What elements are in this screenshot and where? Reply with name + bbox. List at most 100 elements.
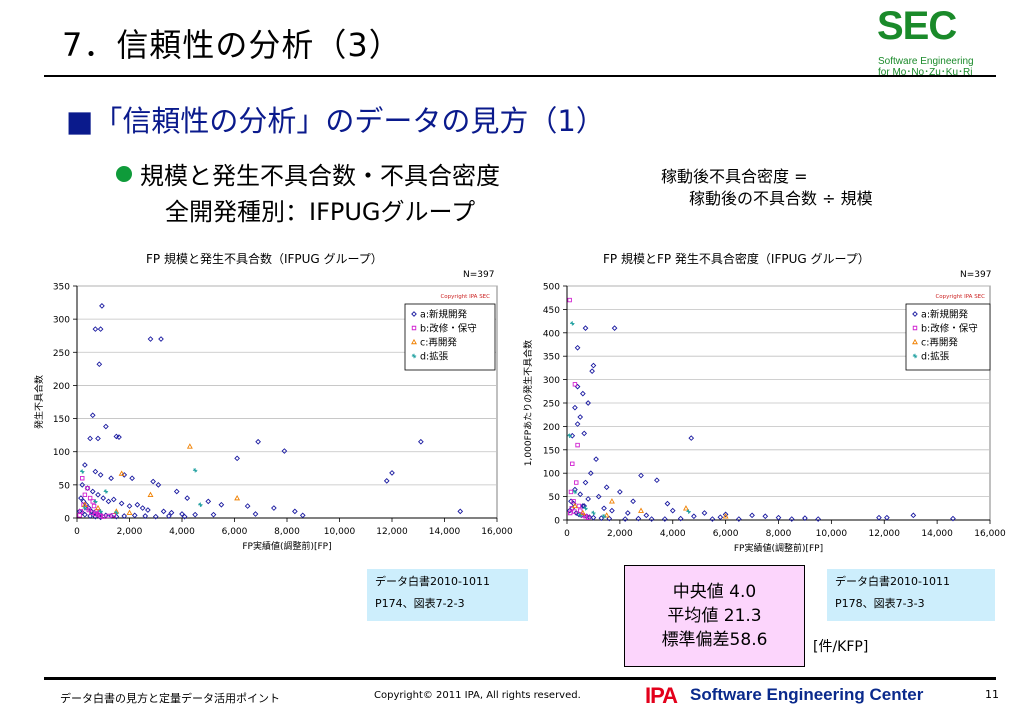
y-tick-label: 500 xyxy=(543,283,560,293)
x-tick-label: 2,000 xyxy=(607,529,633,539)
data-point xyxy=(205,498,212,505)
data-point xyxy=(78,495,84,501)
data-point xyxy=(576,503,582,509)
data-point xyxy=(583,506,588,511)
data-point xyxy=(158,336,164,342)
legend-label: c:再開発 xyxy=(921,337,958,349)
data-point xyxy=(210,511,217,518)
data-point xyxy=(587,470,594,477)
legend-label: d:拡張 xyxy=(420,351,449,363)
y-tick-label: 200 xyxy=(543,423,560,433)
data-point xyxy=(126,503,133,509)
data-point xyxy=(648,516,655,522)
data-point xyxy=(96,361,103,368)
data-point xyxy=(85,485,90,491)
legend-label: c:再開発 xyxy=(420,337,457,349)
y-tick-label: 100 xyxy=(543,470,560,480)
y-tick-label: 50 xyxy=(59,481,71,491)
left-chart-n-label: N=397 xyxy=(463,270,495,280)
y-tick-label: 0 xyxy=(64,515,70,525)
data-point xyxy=(643,512,650,519)
x-tick-label: 10,000 xyxy=(324,527,356,537)
data-point xyxy=(567,433,572,438)
data-point xyxy=(155,482,162,488)
data-point xyxy=(181,513,188,520)
data-point xyxy=(281,448,288,454)
data-point xyxy=(255,438,261,445)
legend-box xyxy=(905,303,991,371)
y-axis-label: 1,000FPあたりの発生不具合数 xyxy=(522,340,534,466)
data-point xyxy=(108,475,114,482)
data-point xyxy=(567,510,573,516)
data-point xyxy=(192,468,198,473)
data-point xyxy=(271,505,277,511)
data-point xyxy=(80,469,85,474)
data-point xyxy=(92,326,99,332)
y-tick-label: 0 xyxy=(554,517,560,527)
bullet-text-line1: 規模と発生不具合数・不具合密度 xyxy=(140,162,500,190)
formula-line1: 稼動後不具合密度 = xyxy=(661,167,808,186)
data-point xyxy=(168,509,175,516)
data-point xyxy=(95,435,101,442)
y-tick-label: 350 xyxy=(543,353,560,363)
data-point xyxy=(101,514,106,519)
y-tick-label: 150 xyxy=(543,446,560,456)
data-point xyxy=(97,326,104,332)
data-point xyxy=(160,508,167,515)
section-heading: ■「信頼性の分析」のデータの見方（1） xyxy=(66,104,605,138)
legend-marker xyxy=(912,338,918,345)
data-point xyxy=(234,455,240,462)
data-point xyxy=(582,479,589,486)
data-point xyxy=(118,470,125,476)
data-point xyxy=(571,499,576,504)
right-reference-box: データ白書2010-1011 P178、図表7-3-3 xyxy=(827,569,995,621)
data-point xyxy=(573,510,580,516)
bullet-text-line2: 全開発種別：IFPUGグループ xyxy=(165,198,476,226)
data-point xyxy=(788,516,795,522)
data-point xyxy=(92,468,99,475)
x-tick-label: 12,000 xyxy=(869,529,901,539)
data-point xyxy=(585,515,591,520)
data-point xyxy=(582,325,589,331)
x-tick-label: 14,000 xyxy=(429,527,461,537)
data-point xyxy=(570,321,575,326)
data-point xyxy=(113,513,120,520)
data-point xyxy=(108,513,114,519)
x-tick-label: 8,000 xyxy=(274,527,300,537)
data-point xyxy=(635,515,642,522)
data-point xyxy=(595,493,602,500)
data-point xyxy=(802,515,808,521)
data-point xyxy=(585,400,591,406)
data-point xyxy=(383,478,390,484)
data-point xyxy=(86,507,92,513)
data-point xyxy=(131,512,138,519)
slide-title: 7．信頼性の分析（3） xyxy=(62,26,402,64)
data-point xyxy=(569,432,576,439)
data-point xyxy=(244,503,251,509)
data-point xyxy=(571,502,578,509)
data-point xyxy=(568,489,574,495)
x-tick-label: 6,000 xyxy=(222,527,248,537)
right-reference-line2: P178、図表7-3-3 xyxy=(835,597,925,610)
data-point xyxy=(80,498,87,505)
legend-box xyxy=(404,303,496,371)
legend-label: a:新規開発 xyxy=(921,309,969,321)
data-point xyxy=(574,421,581,427)
data-point xyxy=(198,502,203,507)
data-point xyxy=(572,489,578,495)
data-point xyxy=(577,491,584,498)
data-point xyxy=(111,513,116,518)
x-tick-label: 0 xyxy=(564,529,570,539)
right-chart-n-label: N=397 xyxy=(960,270,992,280)
logo-subtitle-line1: Software Engineering xyxy=(878,56,974,67)
data-point xyxy=(139,505,146,511)
bullet-dot-icon xyxy=(116,166,132,182)
data-point xyxy=(950,515,956,522)
data-point xyxy=(581,430,588,437)
data-point xyxy=(87,435,93,442)
left-reference-line1: データ白書2010-1011 xyxy=(375,575,490,588)
data-point xyxy=(580,390,586,397)
data-point xyxy=(661,516,668,522)
data-point xyxy=(572,404,578,411)
data-point xyxy=(638,472,644,479)
